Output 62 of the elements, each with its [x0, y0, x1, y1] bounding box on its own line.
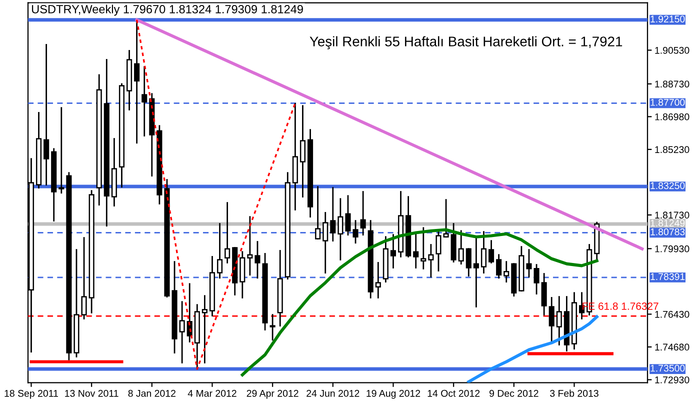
candlestick [179, 301, 185, 364]
x-tick-label: 9 Dec 2012 [490, 390, 538, 397]
candlestick [541, 273, 547, 316]
x-tick-label: 19 Aug 2012 [366, 390, 420, 399]
candlestick [428, 244, 434, 278]
annotation: Yeşil Renkli 55 Haftalı Basit Hareketli Ort. = 1,7921 [310, 36, 622, 50]
candlestick [375, 262, 381, 298]
ref-line-label: 1.80783 [650, 228, 685, 236]
y-tick-label: 1.81730 [655, 212, 690, 219]
candlestick [134, 19, 140, 144]
candlestick [322, 212, 328, 274]
line-series [467, 315, 598, 383]
candlestick [315, 186, 321, 240]
x-tick-label: 29 Apr 2012 [246, 390, 298, 399]
candlestick [58, 107, 64, 194]
candlestick [142, 66, 148, 136]
candlestick [202, 295, 208, 364]
ref-line-label: 1.83250 [650, 182, 685, 190]
candlestick [466, 248, 472, 276]
candlestick [44, 44, 50, 186]
candlestick [338, 198, 344, 260]
ref-line-label: 1.73500 [650, 364, 685, 372]
candlestick [504, 261, 510, 282]
y-tick-label: 1.85230 [655, 146, 690, 154]
y-tick-label: 1.86980 [655, 113, 690, 120]
candlestick [300, 105, 306, 198]
line-series [240, 228, 598, 376]
y-tick-label: 1.79930 [655, 245, 690, 252]
candlestick [458, 230, 464, 265]
candlestick [270, 314, 276, 341]
chart-title: USDTRY,Weekly 1.79670 1.81324 1.79309 1.81249 [32, 4, 303, 16]
y-tick-label: 1.74680 [655, 344, 690, 351]
candlestick [556, 296, 562, 346]
ref-line-label: 1.81249 [650, 220, 685, 227]
candlestick [420, 227, 426, 270]
x-tick-label: 24 Jun 2012 [306, 390, 360, 397]
candlestick [473, 238, 479, 308]
candlestick [548, 297, 554, 342]
y-tick-label: 1.90530 [655, 46, 690, 54]
candlestick [330, 187, 336, 242]
y-tick-label: 1.72930 [655, 376, 690, 384]
y-tick-label: 1.88730 [655, 80, 690, 88]
candlestick [488, 240, 494, 264]
candlestick [480, 231, 487, 274]
x-tick-label: 13 Nov 2011 [65, 390, 118, 397]
x-tick-label: 4 Mar 2012 [188, 390, 236, 397]
candlestick [216, 223, 223, 279]
ref-line-label: 1.78391 [650, 273, 685, 280]
x-tick-label: 14 Oct 2012 [428, 390, 480, 397]
ref-line-label: 1.87700 [650, 98, 685, 106]
candlestick [247, 216, 253, 276]
candlestick [390, 234, 396, 268]
candlestick [360, 191, 366, 236]
ref-line-label: 1.92150 [650, 16, 685, 22]
candlestick [224, 202, 230, 264]
x-tick-label: 3 Feb 2013 [550, 390, 598, 397]
x-tick-label: 18 Sep 2011 [4, 390, 58, 399]
candlestick [496, 254, 502, 279]
candlestick [413, 232, 419, 268]
x-tick-label: 8 Jan 2012 [128, 390, 176, 397]
y-tick-label: 1.76430 [655, 310, 690, 318]
candlestick [240, 251, 246, 298]
